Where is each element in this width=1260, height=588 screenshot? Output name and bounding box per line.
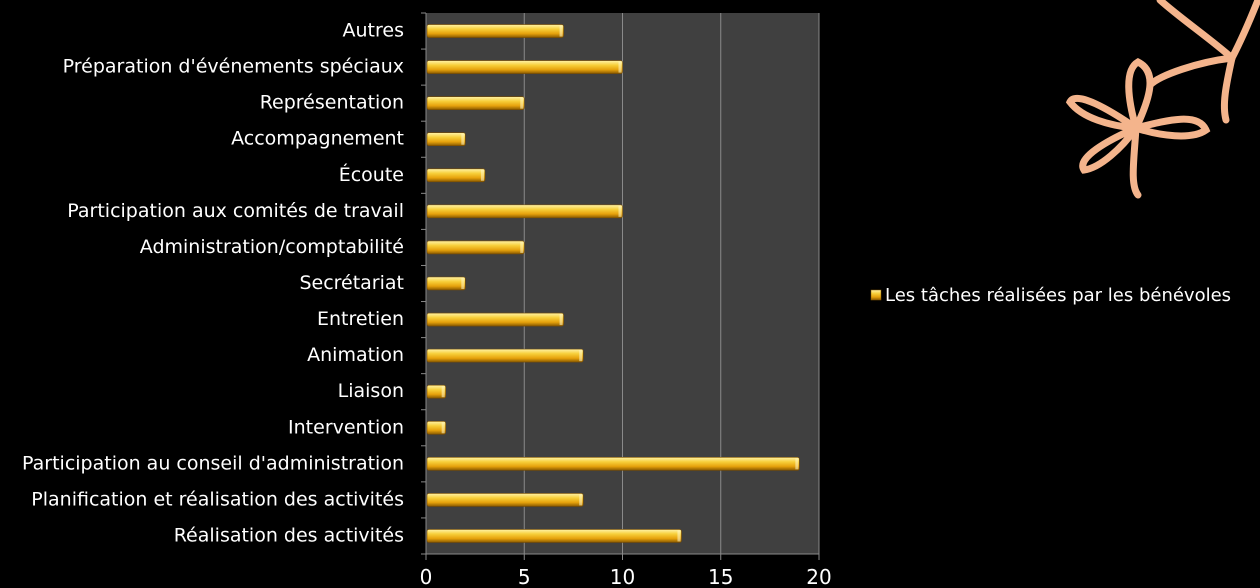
bar-highlight — [559, 314, 563, 326]
category-label: Administration/comptabilité — [140, 236, 404, 258]
bar-highlight — [677, 530, 681, 542]
bar — [426, 348, 584, 363]
legend: Les tâches réalisées par les bénévoles — [870, 285, 1231, 306]
bar — [426, 457, 800, 471]
bar — [426, 529, 682, 543]
x-tick-label: 10 — [610, 565, 635, 588]
bar — [426, 96, 525, 110]
x-tick-label: 20 — [806, 565, 831, 588]
category-label: Représentation — [260, 92, 404, 114]
bar — [426, 420, 446, 435]
bar-highlight — [461, 278, 465, 289]
bar-highlight — [579, 350, 583, 362]
bar — [426, 493, 584, 507]
bar — [426, 204, 623, 219]
bar — [426, 168, 486, 183]
category-label: Réalisation des activités — [174, 524, 404, 546]
bar — [426, 312, 564, 327]
category-label: Accompagnement — [231, 128, 404, 150]
category-label: Autres — [343, 20, 404, 42]
flower-decoration — [1065, 0, 1260, 199]
bar-highlight — [441, 386, 445, 398]
bar-highlight — [480, 169, 484, 181]
x-tick-label: 0 — [420, 565, 433, 588]
category-label: Animation — [307, 344, 404, 366]
category-label: Participation au conseil d'administratio… — [22, 452, 404, 474]
category-label: Préparation d'événements spéciaux — [63, 56, 404, 78]
category-label: Planification et réalisation des activit… — [31, 488, 404, 510]
bar — [426, 384, 446, 399]
bar — [426, 240, 525, 255]
bar-highlight — [559, 25, 563, 37]
legend-swatch — [870, 289, 882, 301]
axes — [421, 12, 820, 560]
legend-label: Les tâches réalisées par les bénévoles — [885, 285, 1231, 306]
bar-highlight — [520, 97, 524, 109]
bar-highlight — [579, 494, 583, 506]
category-label: Secrétariat — [299, 272, 404, 294]
x-tick-label: 15 — [708, 565, 733, 588]
bar-highlight — [795, 458, 799, 470]
bar-highlight — [461, 133, 465, 145]
bar — [426, 132, 466, 147]
x-tick-labels: 0 5 10 15 20 — [420, 565, 832, 588]
category-label: Participation aux comités de travail — [67, 200, 404, 222]
x-tick-label: 5 — [518, 565, 531, 588]
category-label: Entretien — [317, 308, 404, 330]
category-label: Intervention — [288, 416, 404, 438]
bar — [426, 24, 564, 38]
bar-highlight — [520, 241, 524, 253]
bar-highlight — [441, 422, 445, 434]
bar-highlight — [618, 61, 622, 73]
category-labels: Autres Préparation d'événements spéciaux R… — [22, 20, 404, 547]
bar — [426, 60, 623, 74]
bar-highlight — [618, 205, 622, 217]
category-label: Écoute — [339, 163, 404, 186]
category-label: Liaison — [338, 380, 404, 402]
bars — [426, 24, 800, 543]
bar — [426, 276, 466, 291]
